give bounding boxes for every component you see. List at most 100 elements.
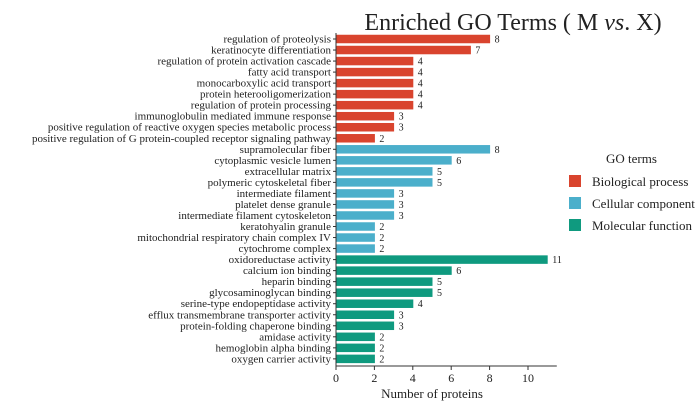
bar	[336, 145, 491, 154]
data-label: 4	[418, 79, 423, 90]
data-label: 4	[418, 68, 423, 79]
bar	[336, 89, 414, 99]
bar	[336, 343, 375, 353]
legend-swatch	[569, 219, 581, 231]
bar	[336, 277, 433, 286]
x-tick-label: 8	[487, 371, 493, 385]
bar	[336, 134, 375, 143]
category-label: glycosaminoglycan binding	[209, 287, 331, 299]
data-label: 6	[456, 266, 461, 277]
bar	[336, 78, 414, 88]
bar	[336, 244, 375, 253]
data-label: 2	[379, 354, 384, 365]
x-tick-label: 0	[333, 371, 339, 385]
data-label: 6	[456, 156, 461, 167]
data-label: 3	[399, 321, 404, 332]
data-label: 5	[437, 288, 442, 299]
category-label: extracellular matrix	[245, 166, 332, 178]
bar	[336, 200, 395, 209]
bar	[336, 310, 395, 319]
legend-label: Biological process	[592, 174, 688, 189]
category-label: regulation of proteolysis	[223, 34, 331, 46]
bar	[336, 299, 414, 308]
category-label: immunoglobulin mediated immune response	[135, 111, 332, 123]
category-label: oxidoreductase activity	[229, 254, 332, 266]
data-label: 2	[379, 332, 384, 343]
category-label: fatty acid transport	[248, 67, 331, 79]
category-label: serine-type endopeptidase activity	[181, 298, 332, 310]
bar	[336, 332, 375, 342]
bar	[336, 67, 414, 77]
data-label: 5	[437, 277, 442, 288]
bar	[336, 56, 414, 66]
data-label: 3	[399, 200, 404, 211]
data-label: 2	[379, 343, 384, 354]
category-label: polymeric cytoskeletal fiber	[208, 177, 332, 189]
data-label: 2	[379, 222, 384, 233]
bar	[336, 321, 395, 331]
category-label: efflux transmembrane transporter activit…	[148, 309, 331, 321]
bar	[336, 354, 375, 364]
legend-title: GO terms	[606, 151, 657, 166]
data-label: 2	[379, 134, 384, 145]
bar	[336, 288, 433, 297]
category-label: regulation of protein activation cascade	[158, 56, 332, 68]
category-label: hemoglobin alpha binding	[216, 342, 332, 354]
data-label: 5	[437, 167, 442, 178]
legend-label: Molecular function	[592, 218, 692, 233]
category-label: heparin binding	[262, 276, 332, 288]
category-label: cytoplasmic vesicle lumen	[214, 155, 331, 167]
category-label: platelet dense granule	[235, 199, 331, 211]
category-label: keratinocyte differentiation	[211, 45, 331, 57]
bar	[336, 233, 375, 242]
data-label: 11	[552, 255, 562, 266]
category-label: positive regulation of G protein-coupled…	[32, 133, 332, 145]
bar	[336, 266, 452, 275]
x-tick-label: 10	[522, 371, 534, 385]
data-label: 8	[495, 35, 500, 46]
category-label: calcium ion binding	[243, 265, 331, 277]
data-label: 2	[379, 233, 384, 244]
bar	[336, 178, 433, 187]
data-label: 4	[418, 57, 423, 68]
bar	[336, 34, 491, 44]
category-label: positive regulation of reactive oxygen s…	[48, 122, 331, 134]
data-label: 7	[475, 46, 480, 57]
category-label: oxygen carrier activity	[231, 353, 331, 365]
data-label: 8	[495, 145, 500, 156]
data-label: 4	[418, 90, 423, 101]
data-label: 2	[379, 244, 384, 255]
x-tick-label: 2	[371, 371, 377, 385]
data-label: 4	[418, 101, 423, 112]
data-label: 3	[399, 189, 404, 200]
category-label: supramolecular fiber	[240, 144, 332, 156]
category-label: protein heterooligomerization	[200, 89, 332, 101]
category-label: monocarboxylic acid transport	[197, 78, 331, 90]
bar	[336, 167, 433, 176]
bar	[336, 122, 395, 132]
x-tick-label: 6	[448, 371, 454, 385]
category-label: protein-folding chaperone binding	[180, 320, 331, 332]
category-label: amidase activity	[259, 331, 331, 343]
category-label: mitochondrial respiratory chain complex …	[137, 232, 331, 244]
legend-label: Cellular component	[592, 196, 695, 211]
data-label: 3	[399, 112, 404, 123]
bar	[336, 100, 414, 110]
data-label: 5	[437, 178, 442, 189]
category-label: cytochrome complex	[238, 243, 331, 255]
bar	[336, 222, 375, 231]
bar	[336, 45, 471, 55]
data-label: 3	[399, 211, 404, 222]
bar	[336, 211, 395, 220]
bar	[336, 255, 548, 264]
category-label: intermediate filament cytoskeleton	[178, 210, 331, 222]
legend-swatch	[569, 175, 581, 187]
data-label: 4	[418, 299, 423, 310]
x-tick-label: 4	[410, 371, 416, 385]
category-label: regulation of protein processing	[191, 100, 332, 112]
category-label: keratohyalin granule	[240, 221, 331, 233]
bar	[336, 189, 395, 198]
legend-swatch	[569, 197, 581, 209]
x-axis-label: Number of proteins	[381, 386, 483, 401]
